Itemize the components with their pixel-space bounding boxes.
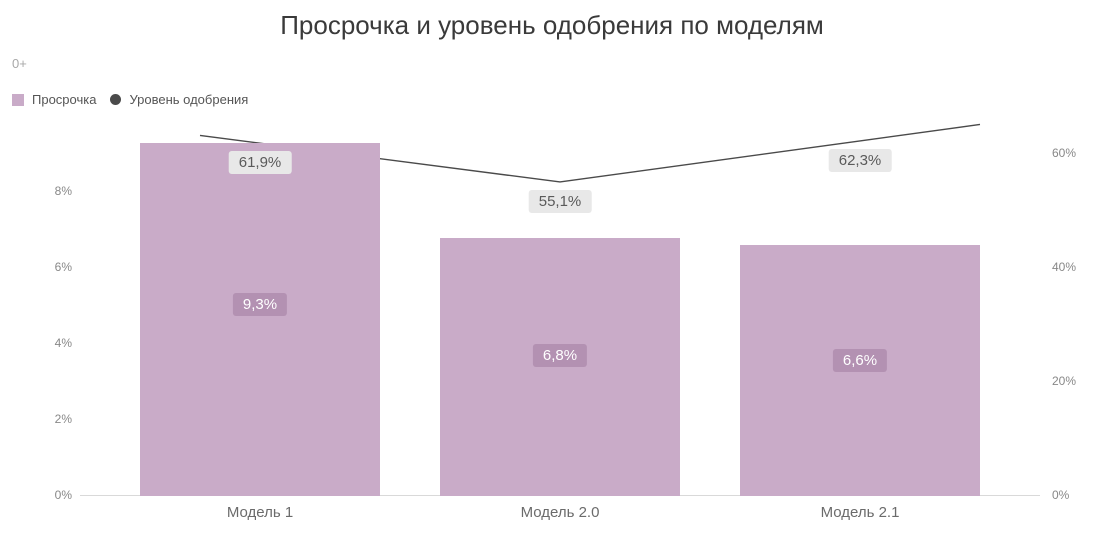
chart-legend: Просрочка Уровень одобрения	[12, 92, 248, 107]
y-left-tick: 4%	[36, 336, 72, 350]
bar-data-label: 9,3%	[233, 293, 287, 316]
legend-swatch-line	[110, 94, 121, 105]
chart-container: Просрочка и уровень одобрения по моделям…	[0, 0, 1104, 533]
chart-title: Просрочка и уровень одобрения по моделям	[0, 10, 1104, 41]
chart-subtitle: 0+	[12, 56, 27, 71]
legend-swatch-bar	[12, 94, 24, 106]
y-right-tick: 40%	[1052, 260, 1076, 274]
x-tick: Модель 2.0	[521, 504, 600, 521]
bar-data-label: 6,8%	[533, 344, 587, 367]
line-data-label: 61,9%	[229, 151, 292, 174]
line-data-label: 62,3%	[829, 149, 892, 172]
legend-label-bar: Просрочка	[32, 92, 96, 107]
y-right-tick: 60%	[1052, 146, 1076, 160]
y-left-tick: 2%	[36, 412, 72, 426]
y-left-tick: 0%	[36, 488, 72, 502]
y-right-tick: 20%	[1052, 374, 1076, 388]
bar	[140, 143, 380, 496]
x-tick: Модель 1	[227, 504, 293, 521]
y-left-tick: 8%	[36, 184, 72, 198]
x-tick: Модель 2.1	[821, 504, 900, 521]
plot-area: 0%2%4%6%8%0%20%40%60%Модель 1Модель 2.0М…	[80, 116, 1040, 496]
line-data-label: 55,1%	[529, 190, 592, 213]
bar-data-label: 6,6%	[833, 349, 887, 372]
y-left-tick: 6%	[36, 260, 72, 274]
legend-label-line: Уровень одобрения	[129, 92, 248, 107]
y-right-tick: 0%	[1052, 488, 1069, 502]
